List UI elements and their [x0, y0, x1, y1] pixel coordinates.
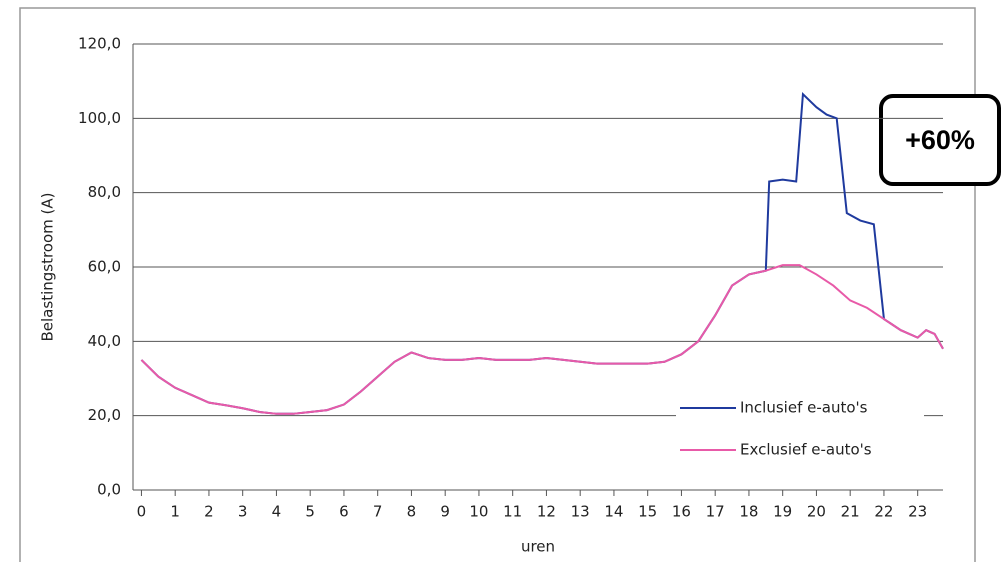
y-tick-label: 40,0: [88, 332, 121, 350]
frame: [19, 7, 976, 562]
annotation: +60%: [905, 125, 975, 155]
x-tick-label: 15: [638, 503, 657, 521]
x-tick-label: 12: [537, 503, 556, 521]
x-tick-label: 20: [807, 503, 826, 521]
legend-label: Exclusief e-auto's: [740, 441, 872, 459]
x-tick-label: 1: [170, 503, 180, 521]
x-tick-label: 17: [706, 503, 725, 521]
x-tick-label: 14: [604, 503, 623, 521]
x-tick-label: 11: [503, 503, 522, 521]
x-tick-label: 22: [874, 503, 893, 521]
x-tick-label: 6: [339, 503, 349, 521]
x-tick-label: 19: [773, 503, 792, 521]
line: [140, 91, 944, 415]
line: [140, 264, 944, 415]
x-tick-label: 0: [137, 503, 147, 521]
y-tick-label: 60,0: [88, 258, 121, 276]
x-tick-label: 3: [238, 503, 248, 521]
x-tick-label: 18: [739, 503, 758, 521]
y-axis-label: Belastingstroom (A): [39, 192, 57, 341]
x-axis-label: uren: [521, 538, 555, 556]
x-tick-label: 10: [469, 503, 488, 521]
x-tick-label: 8: [407, 503, 417, 521]
x-tick-label: 4: [272, 503, 282, 521]
x-tick-label: 5: [305, 503, 315, 521]
x-tick-label: 16: [672, 503, 691, 521]
x-tick-label: 23: [908, 503, 927, 521]
x-tick-label: 7: [373, 503, 383, 521]
y-tick-label: 0,0: [97, 481, 121, 499]
x-tick-label: 9: [440, 503, 450, 521]
y-tick-label: 20,0: [88, 406, 121, 424]
x-tick-label: 21: [841, 503, 860, 521]
y-tick-label: 100,0: [78, 109, 121, 127]
y-tick-label: 120,0: [78, 35, 121, 53]
x-tick-label: 13: [571, 503, 590, 521]
legend-label: Inclusief e-auto's: [740, 399, 868, 417]
x-tick-label: 2: [204, 503, 214, 521]
y-tick-label: 80,0: [88, 183, 121, 201]
